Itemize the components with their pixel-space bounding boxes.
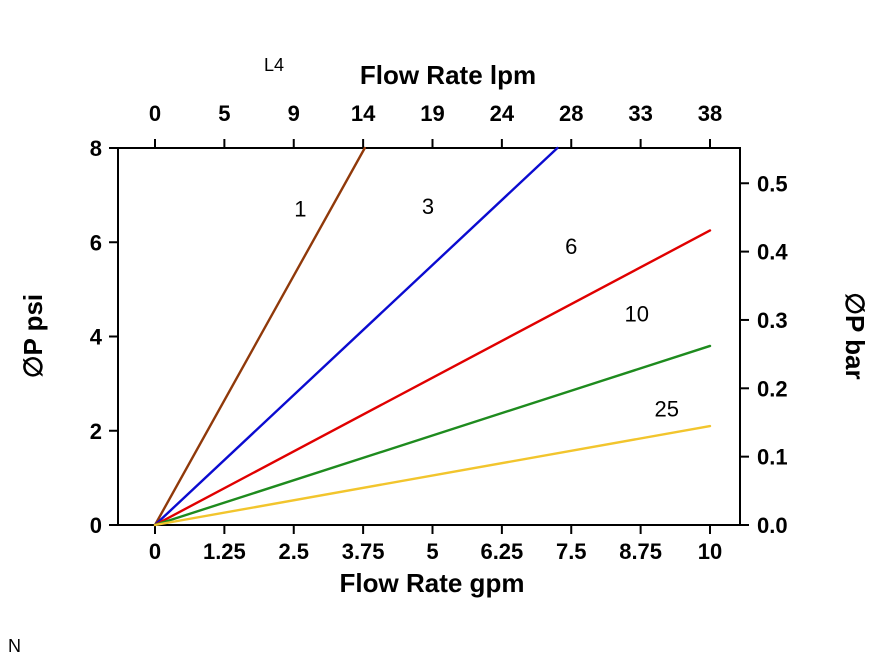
y-right-tick-label: 0.1	[757, 445, 788, 470]
series-line-3	[153, 146, 559, 527]
y-tick-label: 0	[90, 513, 102, 538]
y-tick-label: 2	[90, 419, 102, 444]
x-top-tick-label: 38	[698, 101, 722, 126]
y-tick-label: 4	[90, 325, 103, 350]
series-label-10: 10	[624, 301, 648, 326]
series-lines: 1 3 6 10 25	[153, 146, 712, 527]
plot-area: 0 1.25 2.5 3.75 5 6.25 7.5 8.75 100 5 9 14 19 24 28 33 3…	[90, 101, 789, 564]
right-axis-title: ∅P bar	[840, 292, 870, 379]
x-axis-top: 0 5 9 14 19 24 28 33 38	[149, 101, 722, 148]
bottom-axis-title: Flow Rate gpm	[340, 568, 525, 598]
x-tick-label: 1.25	[203, 539, 246, 564]
y-tick-label: 8	[90, 136, 102, 161]
series-line-6	[153, 229, 712, 527]
y-right-tick-label: 0.3	[757, 308, 788, 333]
left-axis-title: ∅P psi	[18, 294, 48, 378]
y-right-tick-label: 0.0	[757, 513, 788, 538]
top-left-code: L4	[264, 55, 284, 75]
series-line-1	[153, 146, 366, 527]
x-tick-label: 8.75	[619, 539, 662, 564]
series-label-1: 1	[294, 196, 306, 221]
y-right-tick-label: 0.4	[757, 240, 788, 265]
series-label-3: 3	[422, 194, 434, 219]
x-top-tick-label: 9	[288, 101, 300, 126]
x-tick-label: 2.5	[278, 539, 309, 564]
x-top-tick-label: 14	[351, 101, 376, 126]
series-line-25	[153, 424, 712, 527]
x-top-tick-label: 24	[490, 101, 515, 126]
series-label-25: 25	[654, 397, 678, 422]
series-line-10	[153, 344, 712, 527]
y-axis-left: 0 2 4 6 8	[90, 136, 118, 538]
series-label-6: 6	[565, 234, 577, 259]
x-tick-label: 3.75	[342, 539, 385, 564]
x-axis-bottom: 0 1.25 2.5 3.75 5 6.25 7.5 8.75 10	[149, 525, 722, 564]
y-axis-right: 0.0 0.1 0.2 0.3 0.4 0.5	[740, 171, 788, 538]
x-top-tick-label: 28	[559, 101, 583, 126]
x-top-tick-label: 5	[218, 101, 230, 126]
top-axis-title: Flow Rate lpm	[360, 60, 536, 90]
x-top-tick-label: 19	[420, 101, 444, 126]
y-right-tick-label: 0.5	[757, 171, 788, 196]
x-top-tick-label: 33	[628, 101, 652, 126]
x-top-tick-label: 0	[149, 101, 161, 126]
y-tick-label: 6	[90, 230, 102, 255]
x-tick-label: 5	[426, 539, 438, 564]
x-tick-label: 10	[698, 539, 722, 564]
x-tick-label: 0	[149, 539, 161, 564]
bottom-left-code: N	[8, 636, 21, 656]
x-tick-label: 7.5	[556, 539, 587, 564]
y-right-tick-label: 0.2	[757, 376, 788, 401]
x-tick-label: 6.25	[480, 539, 523, 564]
